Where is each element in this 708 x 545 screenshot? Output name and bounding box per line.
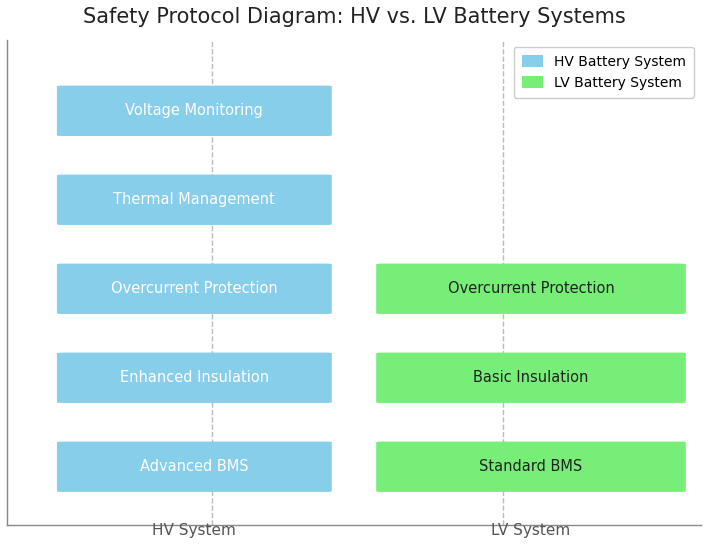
Text: Standard BMS: Standard BMS [479, 459, 583, 474]
FancyBboxPatch shape [376, 441, 686, 492]
Text: Enhanced Insulation: Enhanced Insulation [120, 370, 269, 385]
Text: Advanced BMS: Advanced BMS [140, 459, 249, 474]
Text: Basic Insulation: Basic Insulation [474, 370, 588, 385]
FancyBboxPatch shape [57, 174, 332, 225]
FancyBboxPatch shape [376, 264, 686, 314]
Text: Overcurrent Protection: Overcurrent Protection [447, 281, 615, 296]
FancyBboxPatch shape [376, 353, 686, 403]
Text: HV System: HV System [152, 523, 236, 538]
FancyBboxPatch shape [57, 353, 332, 403]
Text: Thermal Management: Thermal Management [113, 192, 275, 207]
FancyBboxPatch shape [57, 86, 332, 136]
Text: Voltage Monitoring: Voltage Monitoring [125, 104, 263, 118]
Text: LV System: LV System [491, 523, 571, 538]
Legend: HV Battery System, LV Battery System: HV Battery System, LV Battery System [513, 46, 694, 98]
FancyBboxPatch shape [57, 264, 332, 314]
Title: Safety Protocol Diagram: HV vs. LV Battery Systems: Safety Protocol Diagram: HV vs. LV Batte… [83, 7, 625, 27]
FancyBboxPatch shape [57, 441, 332, 492]
Text: Overcurrent Protection: Overcurrent Protection [111, 281, 278, 296]
